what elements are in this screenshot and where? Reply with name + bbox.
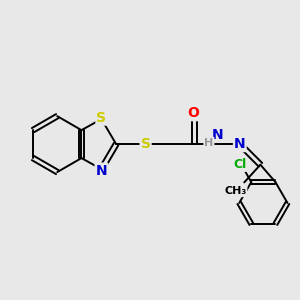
Text: S: S	[96, 111, 106, 124]
Text: O: O	[187, 106, 199, 120]
Text: S: S	[141, 137, 151, 151]
Text: N: N	[212, 128, 224, 142]
Text: N: N	[96, 164, 107, 178]
Text: Cl: Cl	[233, 158, 246, 171]
Text: CH₃: CH₃	[224, 186, 247, 196]
Text: H: H	[204, 138, 214, 148]
Text: N: N	[234, 137, 246, 151]
